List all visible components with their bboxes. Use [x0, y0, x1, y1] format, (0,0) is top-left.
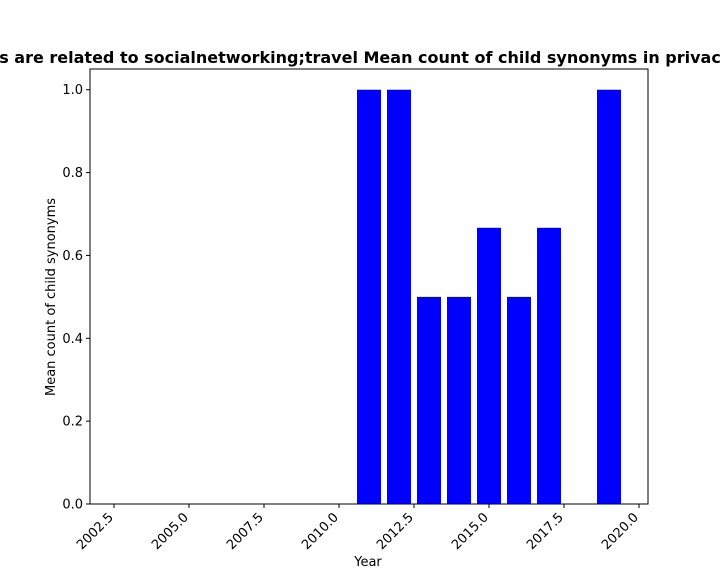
bar-2016 — [507, 296, 531, 504]
y-tick-label: 0.2 — [62, 415, 83, 430]
y-tick-label: 0.6 — [62, 249, 83, 264]
y-tick-label: 1.0 — [62, 83, 83, 98]
bar-2017 — [537, 227, 561, 504]
y-tick-label: 0.4 — [62, 332, 83, 347]
x-tick-label: 2017.5 — [524, 510, 567, 553]
bar-2011 — [357, 89, 381, 504]
x-axis-label: Year — [353, 555, 382, 570]
plot-frame — [89, 68, 649, 505]
y-axis-label: Mean count of child synonyms — [44, 198, 59, 396]
x-tick-label: 2007.5 — [224, 510, 267, 553]
y-tick-label: 0.0 — [62, 498, 83, 513]
bars-group — [357, 89, 621, 504]
x-tick-label: 2002.5 — [74, 510, 117, 553]
y-axis-ticks: 0.0 0.2 0.4 0.6 0.8 1.0 — [62, 83, 90, 513]
bar-2014 — [447, 296, 471, 504]
chart-title: s are related to socialnetworking;travel… — [0, 48, 720, 67]
x-tick-label: 2005.0 — [149, 510, 192, 553]
x-tick-label: 2015.0 — [449, 510, 492, 553]
x-tick-label: 2020.0 — [599, 510, 642, 553]
bar-2015 — [477, 227, 501, 504]
bar-2019 — [597, 89, 621, 504]
x-axis-ticks: 2002.5 2005.0 2007.5 2010.0 2012.5 2015.0 2017… — [74, 504, 642, 553]
bar-2013 — [417, 296, 441, 504]
y-tick-label: 0.8 — [62, 166, 83, 181]
x-tick-label: 2010.0 — [299, 510, 342, 553]
x-tick-label: 2012.5 — [374, 510, 417, 553]
bar-2012 — [387, 89, 411, 504]
